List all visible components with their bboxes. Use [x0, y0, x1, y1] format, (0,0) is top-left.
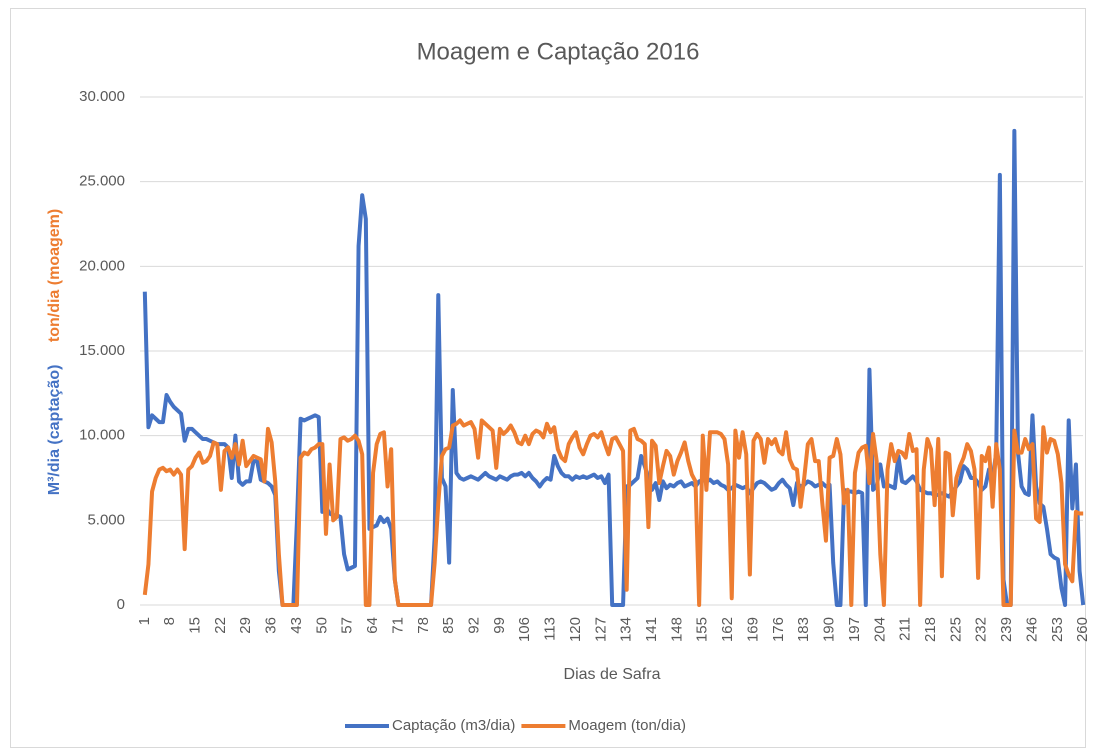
y-tick-label: 5.000 — [87, 511, 125, 528]
x-tick-label: 64 — [364, 617, 381, 634]
x-tick-label: 43 — [288, 617, 305, 634]
x-tick-label: 106 — [516, 617, 533, 642]
series-line — [142, 128, 1086, 607]
y-tick-label: 15.000 — [79, 342, 125, 359]
y-axis-label-captacao: M³/dia (captação) — [46, 365, 63, 496]
x-tick-label: 78 — [415, 617, 432, 634]
x-tick-label: 253 — [1049, 617, 1066, 642]
x-tick-label: 162 — [719, 617, 736, 642]
x-tick-label: 22 — [212, 617, 229, 634]
x-tick-label: 85 — [440, 617, 457, 634]
x-tick-label: 29 — [237, 617, 254, 634]
x-tick-label: 127 — [592, 617, 609, 642]
x-tick-label: 232 — [973, 617, 990, 642]
x-tick-label: 183 — [795, 617, 812, 642]
x-tick-label: 211 — [897, 617, 914, 641]
x-tick-label: 120 — [567, 617, 584, 642]
y-tick-label: 0 — [117, 596, 125, 613]
y-tick-label: 20.000 — [79, 257, 125, 274]
legend-label: Moagem (ton/dia) — [568, 717, 686, 734]
x-tick-label: 260 — [1074, 617, 1091, 642]
x-tick-label: 218 — [922, 617, 939, 642]
x-tick-label: 99 — [491, 617, 508, 634]
x-tick-label: 239 — [998, 617, 1015, 642]
legend-label: Captação (m3/dia) — [392, 717, 515, 734]
y-tick-label: 25.000 — [79, 173, 125, 190]
x-tick-label: 92 — [465, 617, 482, 634]
x-tick-label: 113 — [542, 617, 559, 641]
series-line — [142, 418, 1084, 607]
x-tick-label: 197 — [846, 617, 863, 642]
x-tick-label: 15 — [187, 617, 204, 634]
x-tick-label: 36 — [263, 617, 280, 634]
x-tick-label: 50 — [313, 617, 330, 634]
x-tick-label: 148 — [668, 617, 685, 642]
x-tick-label: 134 — [618, 617, 635, 642]
x-tick-label: 8 — [161, 617, 178, 625]
x-tick-label: 155 — [694, 617, 711, 642]
x-tick-label: 176 — [770, 617, 787, 642]
y-tick-label: 30.000 — [79, 88, 125, 105]
x-tick-label: 204 — [871, 617, 888, 642]
x-tick-label: 57 — [339, 617, 356, 634]
chart-border — [10, 8, 1086, 748]
y-tick-label: 10.000 — [79, 427, 125, 444]
x-axis-label: Dias de Safra — [564, 666, 661, 683]
x-tick-label: 1 — [136, 617, 153, 625]
x-tick-label: 246 — [1023, 617, 1040, 642]
y-axis-label-moagem: ton/dia (moagem) — [46, 209, 63, 342]
x-tick-label: 190 — [821, 617, 838, 642]
x-tick-label: 169 — [744, 617, 761, 642]
x-tick-label: 71 — [389, 617, 406, 634]
chart-title: Moagem e Captação 2016 — [417, 38, 700, 65]
y-axis-label: M³/dia (captação) ton/dia (moagem) — [46, 209, 63, 495]
x-tick-label: 141 — [643, 617, 660, 642]
x-tick-label: 225 — [947, 617, 964, 642]
